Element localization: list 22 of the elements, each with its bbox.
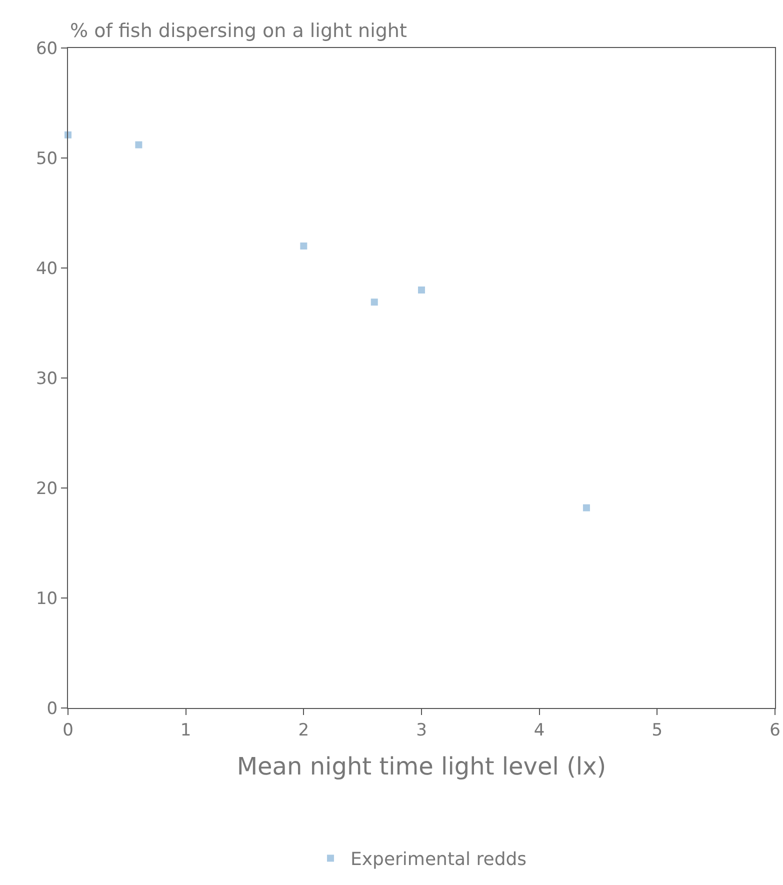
y-tick-label: 50 [36, 148, 58, 169]
legend-label: Experimental redds [350, 849, 527, 870]
y-tick-label: 0 [46, 698, 58, 719]
y-tick-label: 40 [36, 258, 58, 279]
x-tick-label: 2 [298, 720, 310, 740]
x-axis-title: Mean night time light level (lx) [236, 752, 606, 781]
point [582, 504, 590, 512]
point [370, 298, 378, 306]
x-tick-label: 0 [62, 720, 74, 740]
point [300, 242, 308, 250]
x-tick-label: 3 [416, 720, 427, 740]
y-axis-title: % of fish dispersing on a light night [70, 20, 407, 42]
x-tick-label: 4 [534, 720, 545, 740]
x-tick-label: 1 [180, 720, 192, 740]
point [135, 141, 142, 148]
x-tick-label: 6 [770, 720, 780, 740]
x-tick-label: 5 [652, 720, 663, 740]
y-tick-label: 60 [36, 38, 58, 59]
y-tick-label: 20 [36, 478, 58, 499]
point [418, 286, 425, 294]
y-tick-label: 10 [36, 588, 58, 609]
y-tick-label: 30 [36, 368, 58, 389]
